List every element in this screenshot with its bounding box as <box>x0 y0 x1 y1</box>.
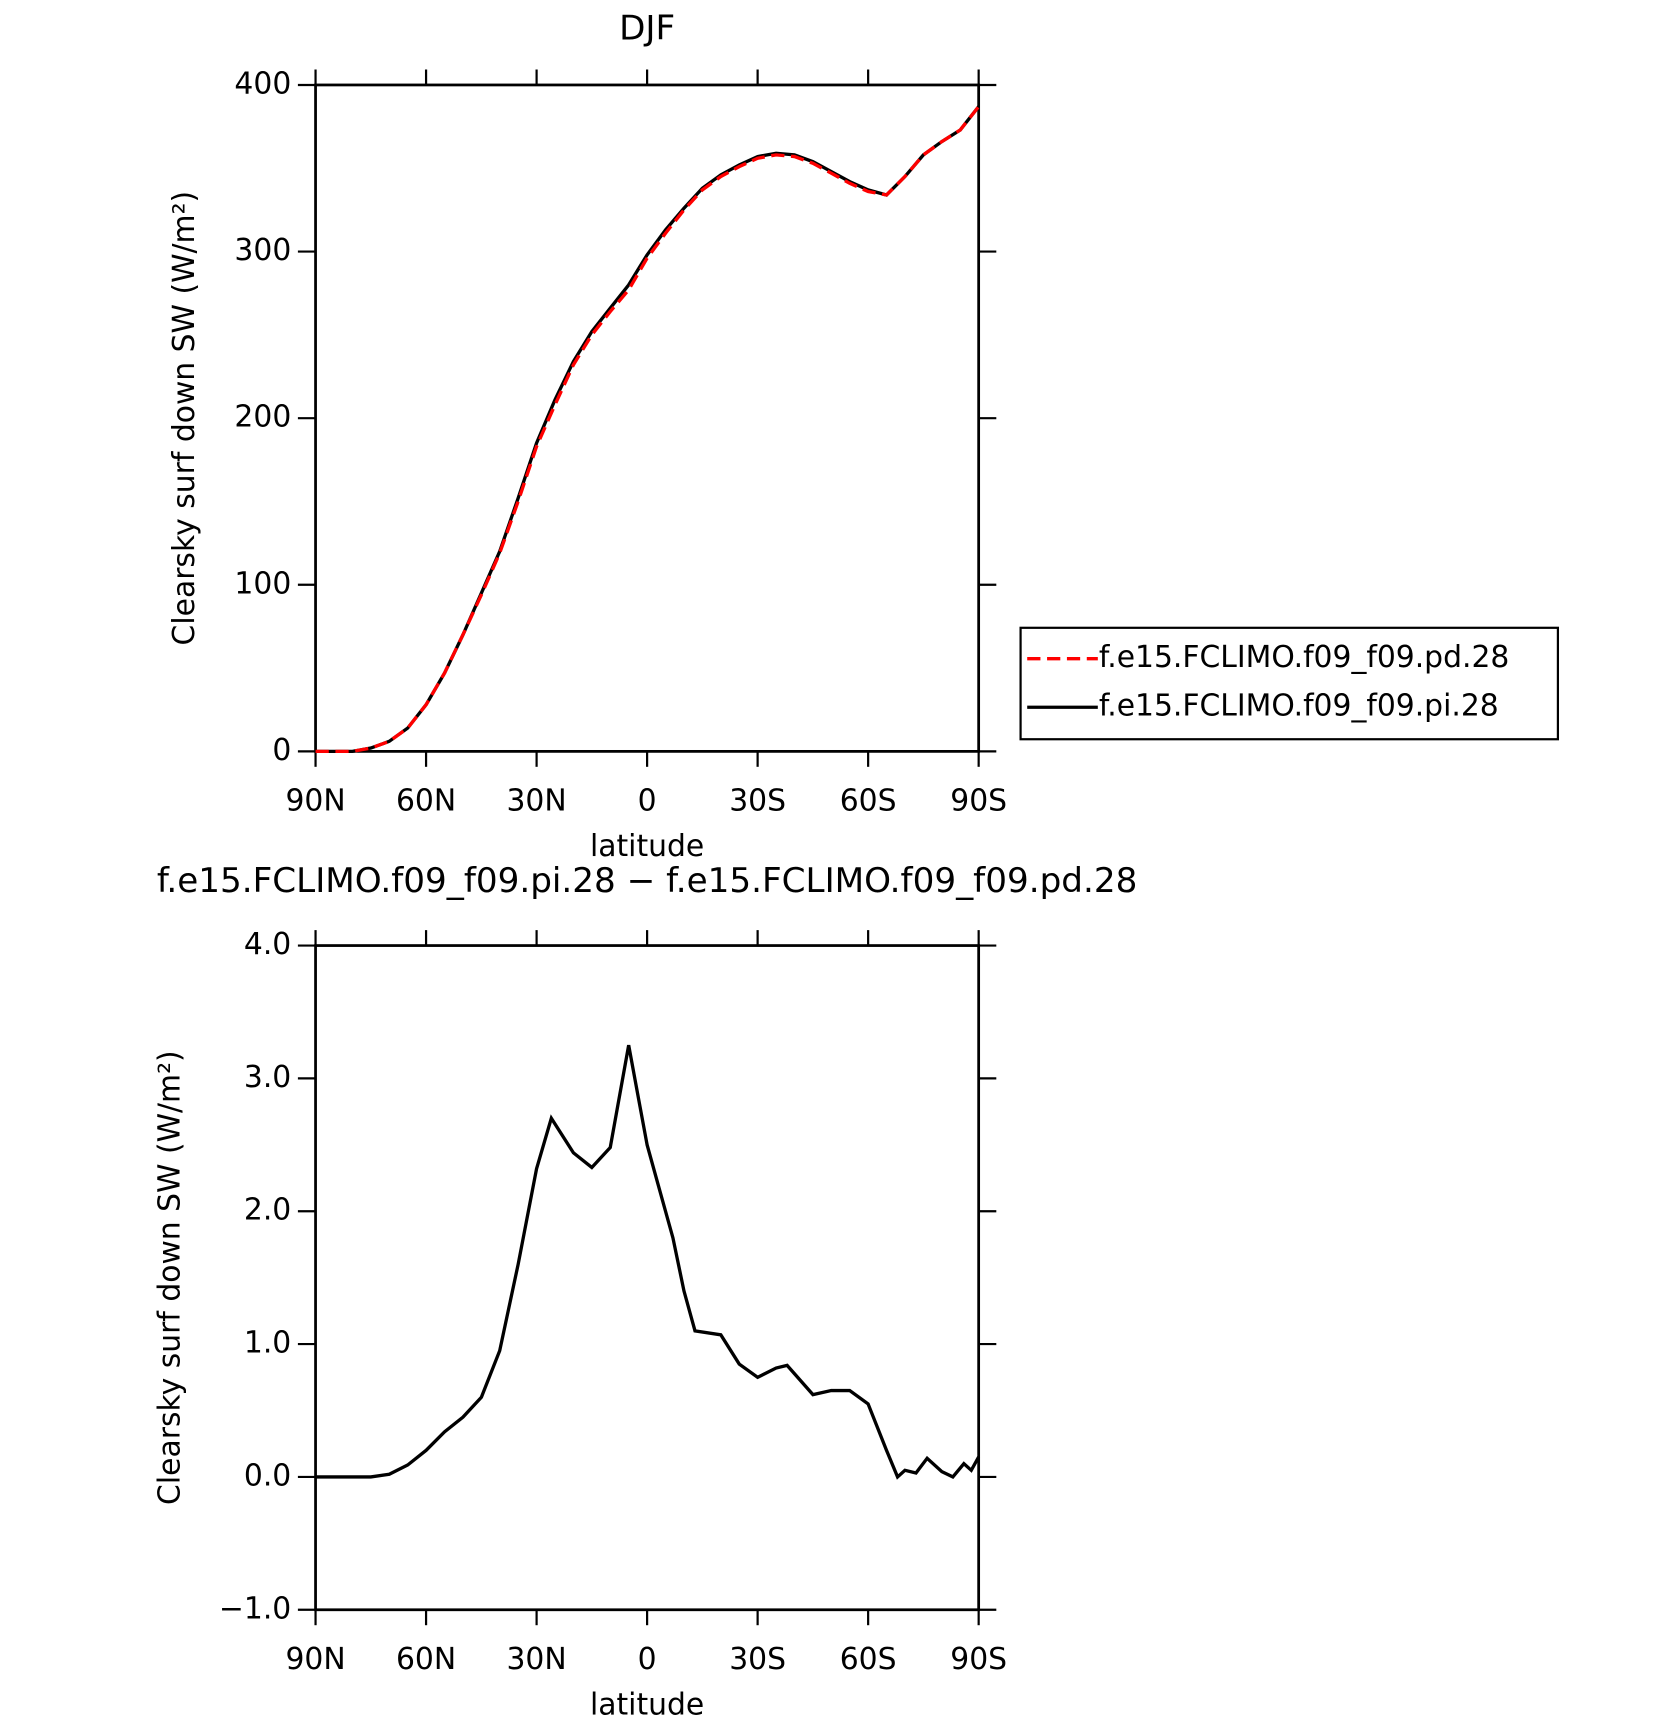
plot-frame <box>314 83 981 753</box>
x-tick-label: 60S <box>840 1642 897 1677</box>
legend: f.e15.FCLIMO.f09_f09.pd.28 f.e15.FCLIMO.f… <box>1019 626 1560 741</box>
x-tick-label: 0 <box>638 1642 657 1677</box>
legend-label: f.e15.FCLIMO.f09_f09.pd.28 <box>1099 640 1509 675</box>
x-tick-label: 60N <box>396 784 456 819</box>
x-axis-label: latitude <box>590 1687 704 1719</box>
y-tick-label: 400 <box>234 66 291 101</box>
y-axis-label: Clearsky surf down SW (W/m²) <box>153 1050 188 1505</box>
legend-box <box>1019 626 1560 741</box>
y-tick-label: 1.0 <box>244 1326 291 1361</box>
x-tick-label: 30N <box>506 784 566 819</box>
plot-frame <box>314 944 981 1612</box>
x-tick-label: 0 <box>638 784 657 819</box>
x-tick-label: 30N <box>506 1642 566 1677</box>
x-tick-label: 30S <box>729 784 786 819</box>
y-axis-label: Clearsky surf down SW (W/m²) <box>167 191 202 646</box>
x-tick-label: 90S <box>950 1642 1007 1677</box>
series-line <box>315 105 980 754</box>
y-tick-label: 0.0 <box>244 1458 291 1493</box>
y-tick-label: 3.0 <box>244 1060 291 1095</box>
x-tick-label: 90S <box>950 784 1007 819</box>
y-tick-label: 200 <box>234 400 291 435</box>
y-tick-label: −1.0 <box>219 1591 291 1626</box>
x-tick-label: 90N <box>285 1642 345 1677</box>
y-tick-label: 100 <box>234 566 291 601</box>
y-tick-label: 4.0 <box>244 927 291 962</box>
x-axis-label: latitude <box>590 829 704 864</box>
chart-title: f.e15.FCLIMO.f09_f09.pi.28 − f.e15.FCLIM… <box>157 861 1138 901</box>
legend-label: f.e15.FCLIMO.f09_f09.pi.28 <box>1099 689 1499 724</box>
x-tick-label: 30S <box>729 1642 786 1677</box>
series-line <box>315 105 980 754</box>
x-tick-label: 60S <box>840 784 897 819</box>
chart-title: DJF <box>619 8 675 48</box>
x-tick-label: 60N <box>396 1642 456 1677</box>
y-tick-label: 2.0 <box>244 1193 291 1228</box>
y-tick-label: 300 <box>234 233 291 268</box>
series-line <box>315 1044 981 1480</box>
x-tick-label: 90N <box>285 784 345 819</box>
y-tick-label: 0 <box>272 733 291 768</box>
